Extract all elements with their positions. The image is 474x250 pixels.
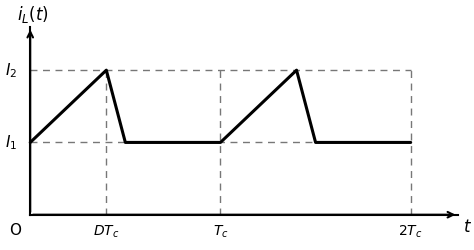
Text: O: O — [9, 223, 21, 238]
Text: t: t — [464, 218, 471, 236]
Text: $2T_c$: $2T_c$ — [399, 224, 423, 240]
Text: $I_1$: $I_1$ — [5, 133, 17, 152]
Text: $I_2$: $I_2$ — [5, 61, 17, 80]
Text: $T_c$: $T_c$ — [213, 224, 228, 240]
Text: $DT_c$: $DT_c$ — [93, 224, 119, 240]
Text: $i_L(t)$: $i_L(t)$ — [17, 4, 49, 25]
